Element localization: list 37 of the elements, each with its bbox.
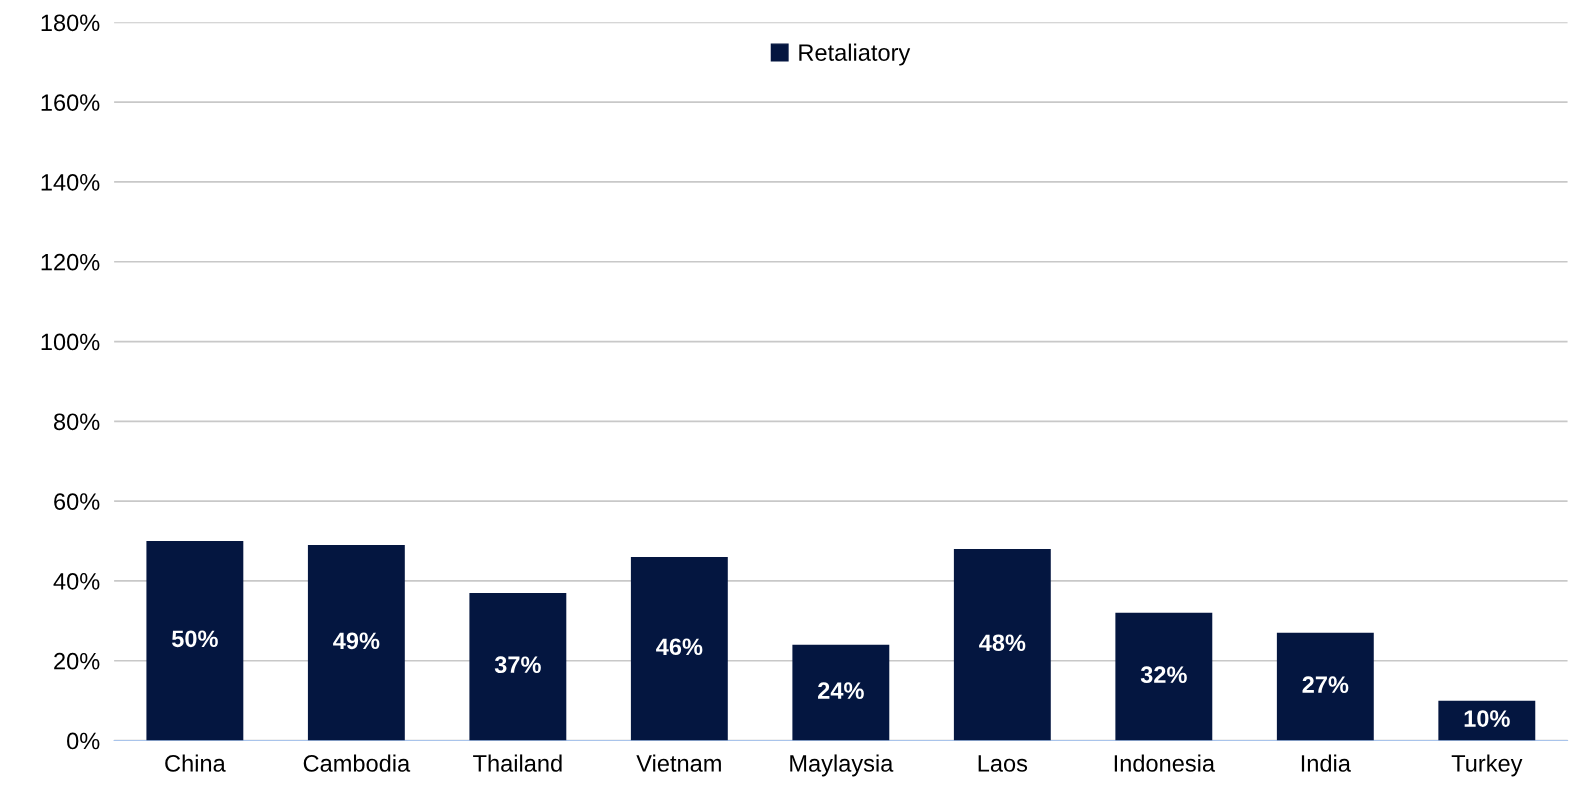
y-tick-label: 100% (41, 333, 100, 351)
x-tick-label: Laos (978, 755, 1028, 772)
bar (469, 592, 567, 741)
bar (307, 545, 405, 741)
bar (1276, 632, 1374, 741)
legend-label: Retaliatory (799, 43, 911, 66)
bar (630, 557, 728, 741)
data-label: 50% (171, 630, 218, 648)
x-tick-label: Maylaysia (790, 754, 894, 777)
y-tick-label: 120% (41, 253, 100, 271)
x-tick-label: Cambodia (303, 754, 411, 772)
data-label: 24% (818, 682, 864, 699)
data-label: 37% (494, 656, 541, 674)
bar (146, 541, 244, 741)
x-tick-label: Thailand (473, 754, 562, 772)
y-tick-label: 180% (41, 14, 100, 32)
bar (792, 644, 890, 741)
data-label: 48% (979, 634, 1026, 652)
data-label: 10% (1464, 710, 1510, 727)
data-label: 32% (1140, 666, 1187, 684)
data-label: 27% (1302, 676, 1349, 693)
y-tick-label: 40% (53, 573, 100, 590)
x-tick-label: India (1301, 754, 1351, 772)
y-tick-label: 0% (67, 732, 100, 750)
y-tick-label: 140% (41, 174, 100, 191)
bar (953, 549, 1051, 741)
x-tick-label: Vietnam (636, 754, 721, 772)
y-tick-label: 80% (54, 413, 100, 431)
bar (1115, 612, 1213, 741)
x-tick-label: Turkey (1451, 754, 1523, 777)
data-label: 46% (656, 638, 703, 656)
y-tick-label: 160% (41, 94, 100, 111)
y-tick-label: 60% (54, 493, 100, 510)
y-tick-label: 20% (54, 652, 100, 670)
x-tick-label: Indonesia (1114, 754, 1216, 772)
x-tick-label: China (165, 754, 226, 772)
data-label: 49% (333, 632, 380, 650)
